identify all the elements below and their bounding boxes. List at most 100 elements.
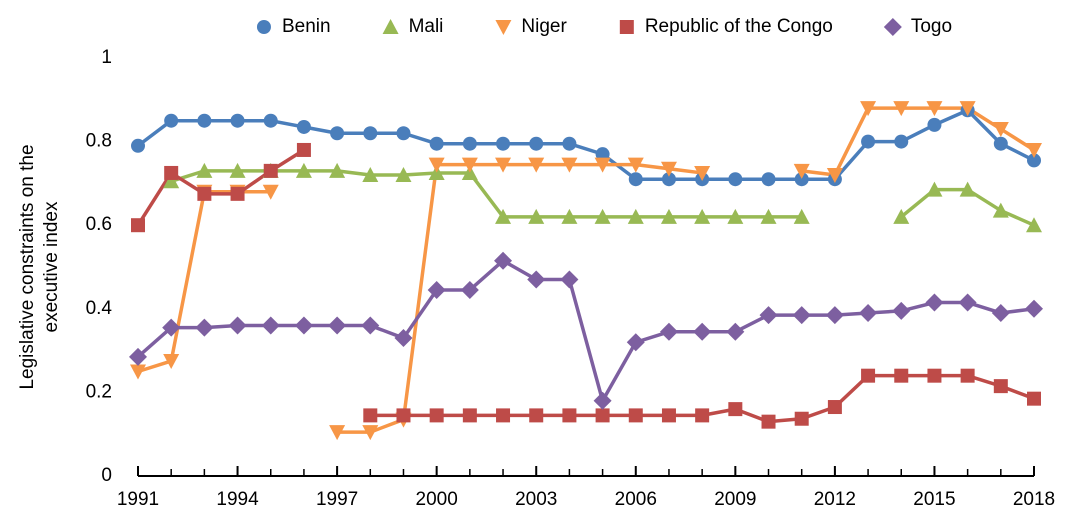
legend-label: Republic of the Congo [645, 16, 833, 37]
data-point [560, 270, 579, 289]
y-tick-label: 0.2 [86, 381, 112, 402]
data-point [859, 303, 878, 322]
data-point [562, 408, 577, 423]
legend-label: Togo [911, 16, 952, 37]
legend-marker [619, 20, 634, 34]
x-tick-label: 1991 [117, 489, 159, 510]
legend-marker [495, 20, 512, 35]
series-line [137, 106, 1035, 434]
data-point [527, 270, 546, 289]
data-point [925, 293, 944, 312]
data-point [361, 316, 380, 335]
data-point [529, 136, 544, 151]
data-point [363, 408, 378, 423]
legend-label: Niger [521, 16, 567, 37]
data-point [759, 306, 778, 325]
data-point [958, 293, 977, 312]
y-tick-label: 0 [101, 465, 112, 486]
data-point [993, 379, 1008, 394]
data-point [1026, 142, 1042, 158]
data-point [263, 163, 278, 178]
data-point [1027, 153, 1041, 168]
data-point [495, 208, 512, 224]
data-point [396, 408, 411, 423]
data-point [461, 157, 478, 173]
x-tick-label: 2006 [615, 489, 657, 510]
data-point [793, 163, 810, 179]
data-point [362, 425, 379, 441]
data-point [294, 316, 313, 335]
data-point [794, 411, 809, 426]
data-point [594, 208, 611, 224]
data-point [528, 157, 545, 173]
data-point [164, 113, 179, 128]
data-point [826, 168, 843, 184]
data-point [328, 316, 347, 335]
data-point [893, 101, 910, 117]
data-point [130, 364, 146, 380]
data-point [728, 172, 743, 187]
data-point [163, 354, 180, 370]
data-point [627, 208, 644, 224]
x-tick-label: 2003 [515, 489, 557, 510]
data-point [1025, 299, 1043, 318]
data-point [496, 408, 511, 423]
data-point [496, 136, 511, 151]
data-point [959, 101, 976, 117]
data-point [861, 368, 876, 383]
data-point [396, 126, 411, 141]
legend-marker [382, 19, 399, 34]
data-point [329, 425, 346, 441]
data-point [429, 408, 444, 423]
data-point [661, 408, 676, 423]
data-point [427, 280, 446, 299]
data-point [528, 208, 545, 224]
data-point [462, 136, 477, 151]
data-point [195, 318, 214, 337]
data-point [694, 208, 711, 224]
y-axis-label: Legislative constraints on the executive … [17, 144, 62, 389]
data-point [761, 172, 776, 187]
data-point [594, 157, 611, 173]
data-point [793, 208, 810, 224]
data-point [394, 329, 413, 348]
data-point [131, 138, 145, 153]
data-point [926, 181, 943, 197]
data-point [296, 142, 311, 157]
data-point [197, 186, 212, 201]
data-point [561, 208, 578, 224]
series-line [136, 258, 1035, 403]
data-point [460, 280, 479, 299]
data-point [726, 322, 745, 341]
data-point [330, 126, 345, 141]
data-point [992, 202, 1009, 218]
data-point [196, 162, 213, 178]
data-point [1026, 217, 1042, 233]
data-point [593, 391, 612, 410]
data-point [992, 122, 1009, 138]
data-point [261, 316, 280, 335]
data-point [495, 157, 512, 173]
data-point [131, 218, 145, 233]
data-point [760, 208, 777, 224]
x-tick-label: 2018 [1013, 489, 1055, 510]
data-point [494, 251, 513, 270]
data-point [659, 322, 678, 341]
data-point [296, 119, 311, 134]
data-point [728, 402, 743, 417]
y-tick-label: 0.4 [86, 298, 113, 319]
data-point [860, 101, 877, 117]
data-point [993, 136, 1008, 151]
data-point [228, 316, 247, 335]
data-point [329, 162, 346, 178]
x-tick-label: 2009 [714, 489, 756, 510]
data-point [628, 408, 643, 423]
data-point [626, 333, 645, 352]
data-point [164, 165, 179, 180]
data-point [926, 101, 943, 117]
data-point [462, 408, 477, 423]
data-point [693, 322, 712, 341]
y-tick-label: 1 [101, 47, 112, 68]
data-point [562, 136, 577, 151]
data-point [229, 162, 246, 178]
